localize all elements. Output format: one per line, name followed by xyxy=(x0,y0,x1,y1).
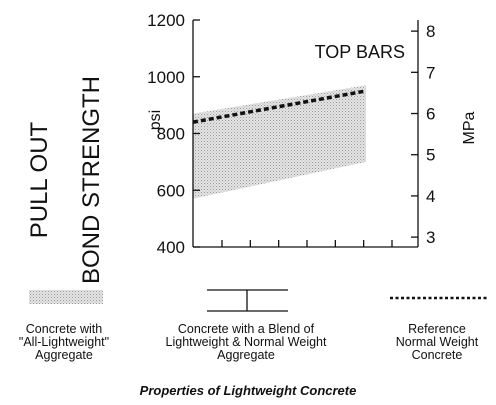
y2-axis-unit-mpa: MPa xyxy=(461,111,478,145)
figure-caption: Properties of Lightweight Concrete xyxy=(139,383,357,398)
y-axis-unit-psi: psi xyxy=(147,109,164,131)
shaded-band-all-lightweight xyxy=(193,85,366,199)
dashed-line-reference xyxy=(192,89,367,124)
y2-tick-label-0: 3 xyxy=(426,228,435,247)
y-axis-title-line1: PULL OUT xyxy=(26,121,53,239)
legend-swatch-all-lightweight xyxy=(29,290,103,304)
y-tick-label-3: 1000 xyxy=(147,68,185,87)
legend-label-reference: Reference Normal Weight Concrete xyxy=(395,322,479,362)
y2-tick-label-1: 4 xyxy=(426,187,435,206)
y-tick-label-1: 600 xyxy=(157,181,185,200)
legend-label-all-lightweight: Concrete with "All-Lightweight" Aggregat… xyxy=(18,322,110,362)
legend-label-blend: Concrete with a Blend of Lightweight & N… xyxy=(165,322,327,362)
y-axis-title-line2: BOND STRENGTH xyxy=(78,76,105,285)
y-tick-label-4: 1200 xyxy=(147,11,185,30)
y2-tick-label-4: 7 xyxy=(426,63,435,82)
y2-tick-label-3: 6 xyxy=(426,105,435,124)
y-tick-label-2: 800 xyxy=(157,125,185,144)
chart-title: TOP BARS xyxy=(315,42,405,62)
y-tick-label-0: 400 xyxy=(157,238,185,257)
y2-tick-label-5: 8 xyxy=(426,22,435,41)
y2-tick-label-2: 5 xyxy=(426,146,435,165)
